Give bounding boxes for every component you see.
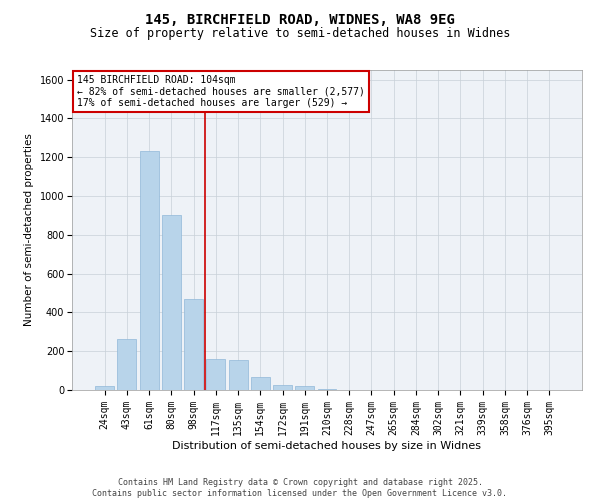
Text: 145, BIRCHFIELD ROAD, WIDNES, WA8 9EG: 145, BIRCHFIELD ROAD, WIDNES, WA8 9EG [145,12,455,26]
Bar [162,216,181,390]
Bar [206,359,225,390]
Bar [95,386,114,390]
Bar [317,389,337,390]
Bar [118,338,136,390]
Bar [184,299,203,390]
Bar [273,385,292,390]
Bar [251,378,270,390]
Bar [229,360,248,390]
Text: Size of property relative to semi-detached houses in Widnes: Size of property relative to semi-detach… [90,28,510,40]
X-axis label: Distribution of semi-detached houses by size in Widnes: Distribution of semi-detached houses by … [173,440,482,450]
Text: Contains HM Land Registry data © Crown copyright and database right 2025.
Contai: Contains HM Land Registry data © Crown c… [92,478,508,498]
Bar [140,152,158,390]
Y-axis label: Number of semi-detached properties: Number of semi-detached properties [24,134,34,326]
Bar [295,386,314,390]
Text: 145 BIRCHFIELD ROAD: 104sqm
← 82% of semi-detached houses are smaller (2,577)
17: 145 BIRCHFIELD ROAD: 104sqm ← 82% of sem… [77,75,365,108]
